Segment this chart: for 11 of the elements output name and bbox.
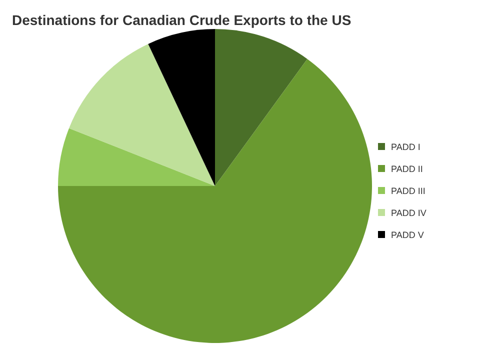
pie-slice	[58, 58, 372, 343]
legend-label: PADD I	[391, 142, 420, 152]
pie-slice	[215, 29, 308, 186]
legend-label: PADD IV	[391, 208, 426, 218]
pie-slice	[58, 128, 215, 186]
chart-title: Destinations for Canadian Crude Exports to the US	[12, 12, 352, 28]
legend-label: PADD V	[391, 230, 424, 240]
legend-label: PADD II	[391, 164, 423, 174]
pie-slice	[69, 44, 215, 186]
legend-label: PADD III	[391, 186, 426, 196]
pie-slice	[148, 29, 215, 186]
